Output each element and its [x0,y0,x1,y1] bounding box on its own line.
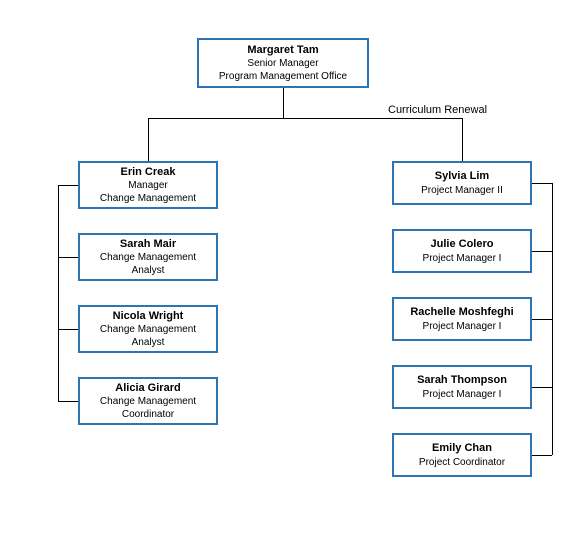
connector-line [58,185,78,186]
node-title: Change Management [100,251,196,264]
node-name: Margaret Tam [247,43,318,57]
org-node-left-2: Nicola Wright Change Management Analyst [78,305,218,353]
node-name: Erin Creak [120,165,175,179]
node-title: Project Manager II [421,184,503,197]
node-title: Change Management [100,395,196,408]
node-title: Analyst [132,264,165,277]
node-name: Julie Colero [431,237,494,251]
node-title: Project Coordinator [419,456,505,469]
node-title: Change Management [100,323,196,336]
connector-line [148,118,463,119]
branch-label: Curriculum Renewal [388,104,487,116]
connector-line [283,88,284,118]
org-node-right-1: Julie Colero Project Manager I [392,229,532,273]
node-title: Project Manager I [423,388,502,401]
node-title: Analyst [132,336,165,349]
node-title: Senior Manager [247,57,318,70]
connector-line [532,251,552,252]
org-node-right-3: Sarah Thompson Project Manager I [392,365,532,409]
connector-line [552,183,553,455]
connector-line [58,329,78,330]
connector-line [58,185,59,401]
org-node-left-3: Alicia Girard Change Management Coordina… [78,377,218,425]
node-title: Coordinator [122,408,174,421]
node-title: Change Management [100,192,196,205]
org-node-right-2: Rachelle Moshfeghi Project Manager I [392,297,532,341]
connector-line [58,401,78,402]
node-name: Emily Chan [432,441,492,455]
node-title: Manager [128,179,167,192]
node-name: Nicola Wright [113,309,184,323]
node-title: Program Management Office [219,70,347,83]
connector-line [532,455,552,456]
connector-line [532,387,552,388]
node-name: Rachelle Moshfeghi [410,305,513,319]
connector-line [58,257,78,258]
node-name: Alicia Girard [115,381,180,395]
org-node-left-head: Erin Creak Manager Change Management [78,161,218,209]
node-name: Sylvia Lim [435,169,489,183]
connector-line [532,183,552,184]
connector-line [462,118,463,161]
org-node-right-head: Sylvia Lim Project Manager II [392,161,532,205]
node-title: Project Manager I [423,252,502,265]
node-name: Sarah Mair [120,237,176,251]
connector-line [148,118,149,161]
org-node-right-4: Emily Chan Project Coordinator [392,433,532,477]
connector-line [532,319,552,320]
org-node-root: Margaret Tam Senior Manager Program Mana… [197,38,369,88]
node-name: Sarah Thompson [417,373,507,387]
org-node-left-1: Sarah Mair Change Management Analyst [78,233,218,281]
node-title: Project Manager I [423,320,502,333]
